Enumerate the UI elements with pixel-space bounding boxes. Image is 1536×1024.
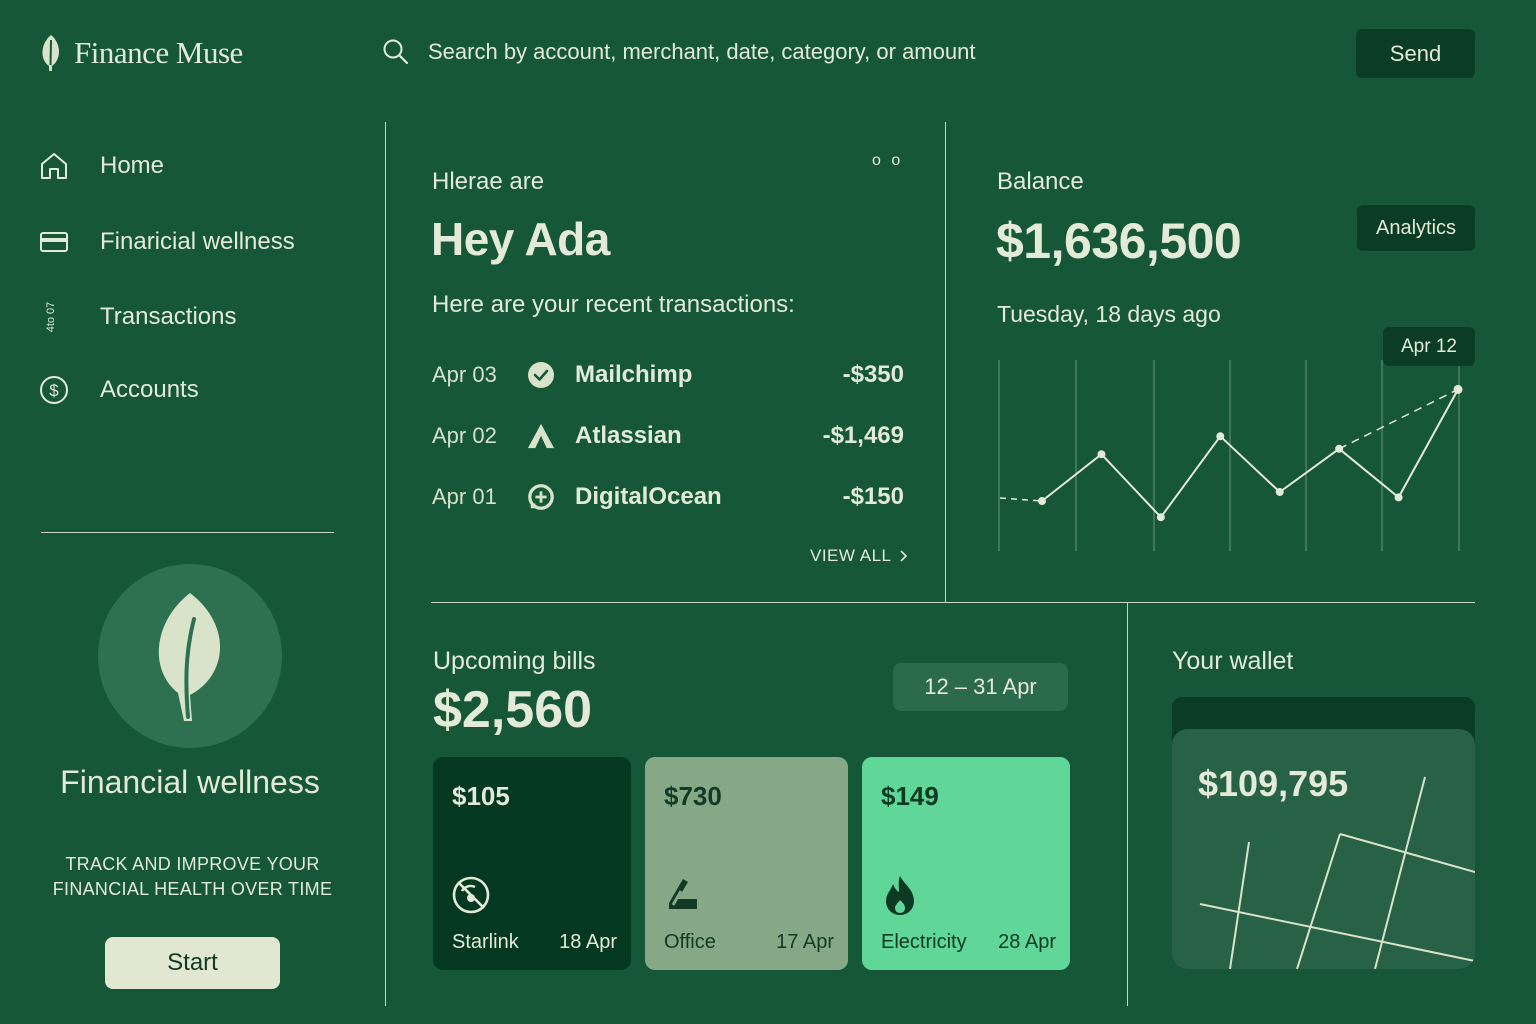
chevron-right-icon: [900, 550, 908, 562]
chart-point: [1275, 488, 1284, 496]
balance-chart[interactable]: [990, 355, 1475, 570]
bill-amount: $105: [452, 781, 510, 811]
chart-point: [1097, 450, 1106, 459]
chart-projection-line: [1338, 388, 1459, 450]
wallet-amount: $109,795: [1198, 763, 1349, 804]
bill-amount: $149: [881, 781, 939, 811]
chart-point: [1216, 432, 1225, 441]
promo-illustration: [98, 564, 282, 748]
card-icon: [38, 226, 70, 258]
bills-label: Upcoming bills: [433, 647, 596, 675]
chart-leadin-line: [999, 497, 1043, 502]
flame-icon: [880, 875, 920, 915]
greeting-overline: Hlerae are: [432, 168, 545, 195]
sidebar-item-transactions[interactable]: 4to 07 Transactions: [38, 301, 237, 333]
transaction-amount: -$1,469: [822, 422, 904, 449]
sidebar-item-label: Home: [100, 152, 165, 179]
transaction-merchant: Atlassian: [575, 422, 682, 449]
app-name: Finance Muse: [74, 35, 243, 70]
bill-name: Office: [664, 931, 716, 953]
sidebar-item-accounts[interactable]: $ Accounts: [38, 374, 199, 406]
dollar-circle-icon: $: [38, 374, 70, 406]
chart-series-line: [1041, 434, 1400, 519]
transaction-row[interactable]: Apr 03 Mailchimp -$350: [432, 355, 904, 395]
balance-amount: $1,636,500: [996, 213, 1242, 269]
digitalocean-icon: [527, 483, 555, 511]
bill-date: 18 Apr: [559, 931, 617, 953]
analytics-button[interactable]: Analytics: [1357, 205, 1475, 251]
transactions-icon: 4to 07: [38, 301, 70, 333]
home-icon: [38, 150, 70, 182]
section-divider: [431, 602, 1475, 603]
panel-divider: [945, 122, 946, 602]
bill-card-electricity[interactable]: $149 Electricity 28 Apr: [862, 757, 1070, 970]
sidebar-item-label: Transactions: [100, 303, 237, 330]
wallet-divider: [1127, 603, 1128, 1006]
transaction-date: Apr 01: [432, 484, 497, 509]
sidebar-item-financial-wellness[interactable]: Finaricial wellness: [38, 226, 295, 258]
wallet-card-pattern: [1199, 776, 1475, 969]
balance-label: Balance: [997, 168, 1084, 195]
transaction-date: Apr 02: [432, 423, 497, 448]
transaction-merchant: Mailchimp: [575, 361, 693, 388]
atlassian-icon: [527, 422, 555, 450]
search-input[interactable]: [428, 39, 1128, 65]
send-button[interactable]: Send: [1356, 29, 1475, 78]
office-icon: [663, 875, 703, 915]
transaction-row[interactable]: Apr 01 DigitalOcean -$150: [432, 477, 904, 517]
greeting-subtitle: Here are your recent transactions:: [432, 291, 795, 318]
sidebar-item-label: Finaricial wellness: [100, 228, 295, 255]
bill-amount: $730: [664, 781, 722, 811]
svg-text:$: $: [49, 381, 59, 400]
view-all-link[interactable]: VIEW ALL: [810, 546, 908, 566]
check-circle-icon: [527, 361, 555, 389]
more-options[interactable]: o o: [872, 152, 904, 169]
wallet-card[interactable]: $109,795: [1172, 729, 1475, 969]
search-icon: [383, 39, 409, 65]
sidebar-border: [385, 122, 386, 1006]
wallet-label: Your wallet: [1172, 647, 1294, 675]
leaf-icon: [42, 35, 59, 71]
transaction-amount: -$150: [842, 483, 904, 510]
chart-point: [1453, 384, 1463, 394]
sidebar-divider: [41, 532, 334, 533]
bill-name: Electricity: [881, 931, 967, 953]
transaction-date: Apr 03: [432, 362, 497, 387]
bill-card-office[interactable]: $730 Office 17 Apr: [645, 757, 848, 970]
starlink-icon: [451, 875, 491, 915]
bill-date: 17 Apr: [776, 931, 834, 953]
bill-date: 28 Apr: [998, 931, 1056, 953]
search-bar[interactable]: [382, 38, 1128, 66]
leaf-icon: [158, 593, 221, 721]
sidebar-item-label: Accounts: [100, 376, 199, 403]
chart-series-line-segment: [1397, 388, 1459, 498]
view-all-label: VIEW ALL: [810, 546, 892, 565]
transaction-merchant: DigitalOcean: [575, 483, 722, 510]
start-button[interactable]: Start: [105, 937, 280, 989]
transaction-amount: -$350: [842, 361, 904, 388]
date-range-selector[interactable]: 12 – 31 Apr: [893, 663, 1068, 711]
bill-name: Starlink: [452, 931, 519, 953]
balance-date: Tuesday, 18 days ago: [997, 301, 1221, 327]
chart-tooltip: Apr 12: [1383, 327, 1475, 366]
transaction-row[interactable]: Apr 02 Atlassian -$1,469: [432, 416, 904, 456]
chart-point: [1038, 497, 1046, 505]
chart-point: [1156, 513, 1165, 522]
bill-card-starlink[interactable]: $105 Starlink 18 Apr: [433, 757, 631, 970]
promo-title: Financial wellness: [60, 764, 320, 800]
greeting-title: Hey Ada: [431, 213, 610, 265]
bills-total: $2,560: [433, 681, 593, 739]
app-logo[interactable]: Finance Muse: [38, 34, 243, 72]
transactions-icon-glyph: 4to 07: [45, 302, 57, 332]
chart-point: [1335, 444, 1344, 453]
chart-point: [1394, 493, 1403, 502]
promo-subtitle: TRACK AND IMPROVE YOUR FINANCIAL HEALTH …: [52, 854, 333, 899]
sidebar-item-home[interactable]: Home: [38, 150, 164, 182]
